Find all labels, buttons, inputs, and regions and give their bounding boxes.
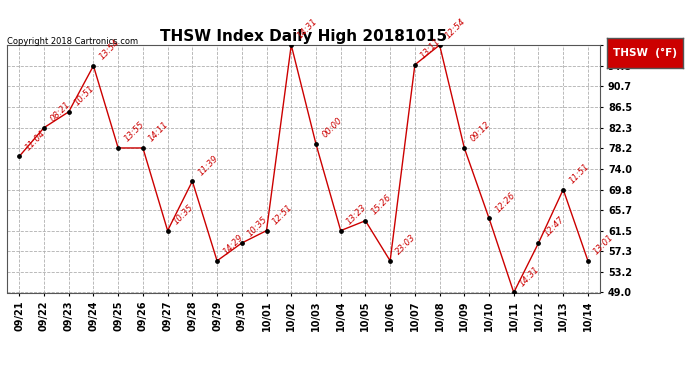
Text: 11:39: 11:39 xyxy=(197,153,220,177)
Point xyxy=(409,62,420,68)
Text: 14:29: 14:29 xyxy=(221,233,245,256)
Text: 13:11: 13:11 xyxy=(419,37,442,61)
Text: 13:01: 13:01 xyxy=(592,233,615,256)
Point xyxy=(484,215,495,221)
Text: 10:35: 10:35 xyxy=(172,203,195,226)
Point xyxy=(14,153,25,159)
Text: 11:04: 11:04 xyxy=(23,129,47,152)
Point xyxy=(187,178,198,184)
Text: 23:03: 23:03 xyxy=(394,233,418,256)
Text: 10:35: 10:35 xyxy=(246,215,270,239)
Text: 14:31: 14:31 xyxy=(295,17,319,41)
Point xyxy=(582,258,593,264)
Text: 15:26: 15:26 xyxy=(370,193,393,216)
Point xyxy=(261,228,272,234)
Text: 09:12: 09:12 xyxy=(469,120,492,144)
Point xyxy=(39,124,50,130)
Point xyxy=(558,186,569,192)
Point xyxy=(137,145,148,151)
Point xyxy=(459,145,470,151)
Point xyxy=(509,290,520,296)
Text: THSW  (°F): THSW (°F) xyxy=(613,48,677,57)
Text: Copyright 2018 Cartronics.com: Copyright 2018 Cartronics.com xyxy=(7,38,138,46)
Text: 13:23: 13:23 xyxy=(345,203,368,226)
Point xyxy=(212,258,223,264)
Text: 10:51: 10:51 xyxy=(73,84,97,108)
Point xyxy=(360,218,371,224)
Point xyxy=(112,145,124,151)
Point xyxy=(286,42,297,48)
Text: 14:11: 14:11 xyxy=(147,120,170,144)
Point xyxy=(310,141,322,147)
Text: 12:26: 12:26 xyxy=(493,190,517,214)
Text: 08:21: 08:21 xyxy=(48,100,72,123)
Title: THSW Index Daily High 20181015: THSW Index Daily High 20181015 xyxy=(160,29,447,44)
Point xyxy=(335,228,346,234)
Point xyxy=(434,42,445,48)
Point xyxy=(236,240,247,246)
Point xyxy=(384,258,395,264)
Point xyxy=(88,63,99,69)
Text: 14:31: 14:31 xyxy=(518,265,542,288)
Text: 13:55: 13:55 xyxy=(122,120,146,144)
Text: 12:47: 12:47 xyxy=(542,215,566,239)
Text: 12:51: 12:51 xyxy=(270,203,294,226)
Point xyxy=(63,109,75,115)
Point xyxy=(162,228,173,234)
Text: 11:51: 11:51 xyxy=(567,162,591,185)
Text: 00:00: 00:00 xyxy=(320,116,344,140)
Point xyxy=(533,240,544,246)
Text: 13:54: 13:54 xyxy=(97,38,121,62)
Text: 12:54: 12:54 xyxy=(444,17,467,41)
